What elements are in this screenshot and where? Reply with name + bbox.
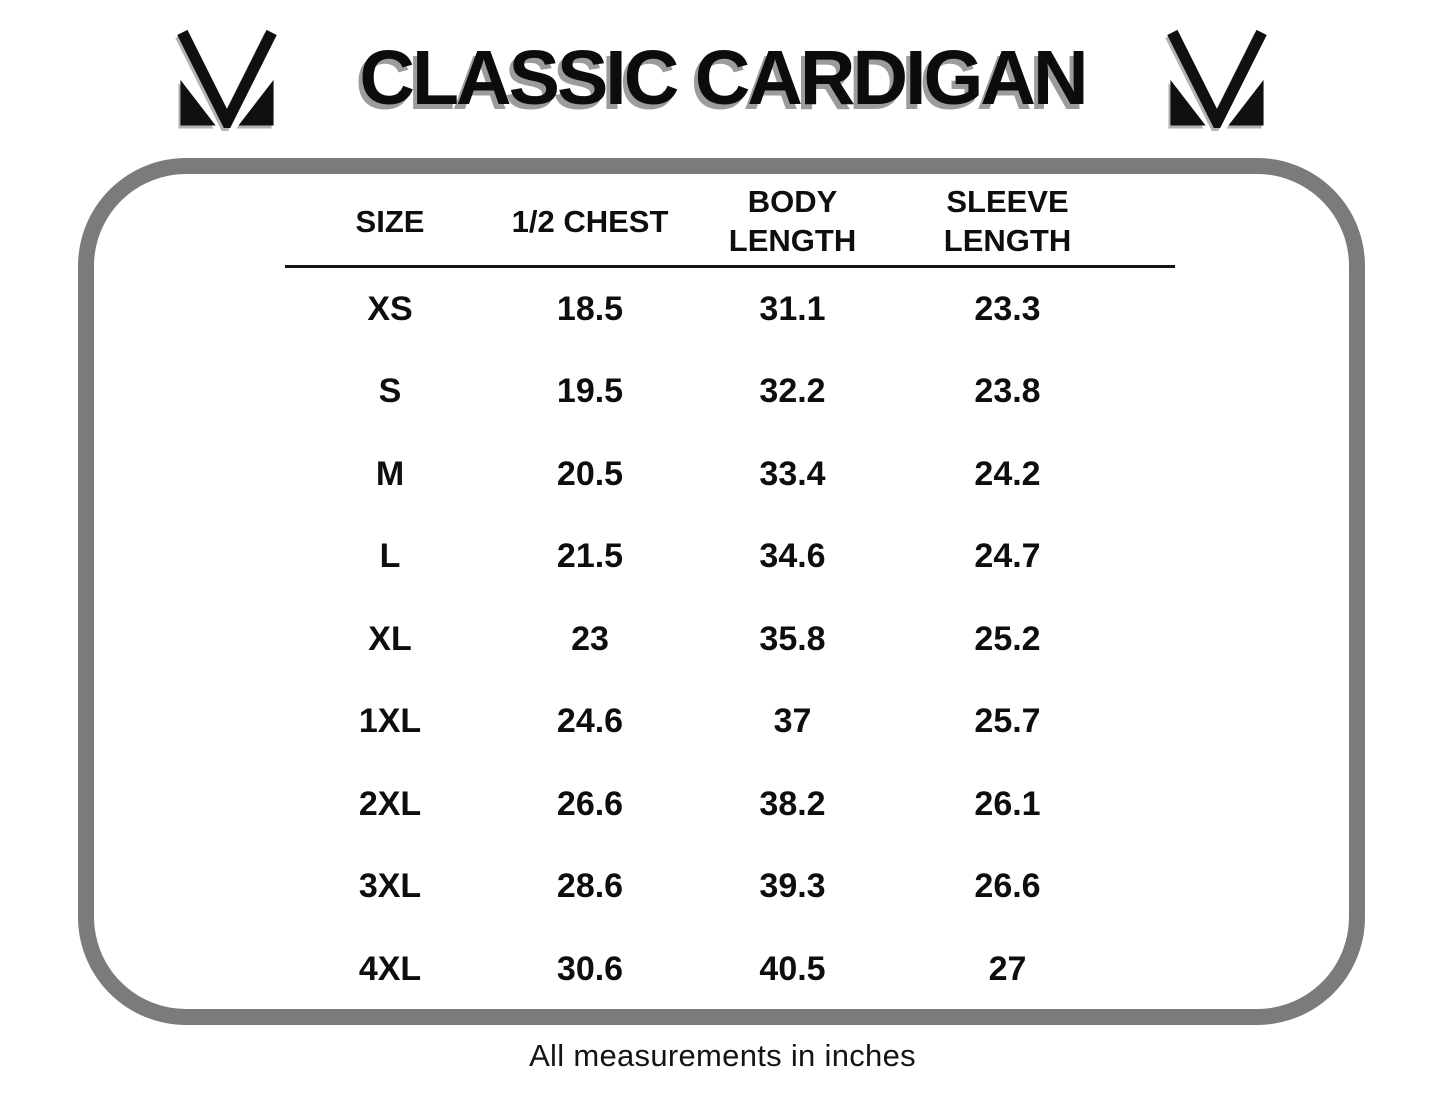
size-cell: XL <box>368 619 412 658</box>
half-chest-cell: 19.5 <box>556 372 624 411</box>
sleeve-length-cell: 27 <box>988 949 1027 988</box>
size-cell: 2XL <box>358 784 422 823</box>
body-length-cell: 31.1 <box>759 289 826 328</box>
half-chest-cell: 24.6 <box>556 702 624 741</box>
header-divider <box>285 265 1175 268</box>
half-chest-cell: 23 <box>571 619 609 658</box>
body-length-cell: 37 <box>773 702 812 741</box>
body-length-cell: 32.2 <box>759 372 826 411</box>
sleeve-length-cell: 25.2 <box>974 619 1041 658</box>
table-row: M 20.5 33.4 24.2 <box>285 433 1115 516</box>
size-cell: XS <box>367 289 413 328</box>
size-cell: 4XL <box>358 949 422 988</box>
size-cell: 3XL <box>358 867 422 906</box>
column-header-half-chest: 1/2 CHEST <box>511 203 669 239</box>
table-row: 4XL 30.6 40.5 27 <box>285 928 1115 1011</box>
measurement-note: All measurements in inches <box>529 1038 916 1073</box>
sleeve-length-cell: 24.7 <box>974 537 1041 576</box>
half-chest-cell: 20.5 <box>556 454 624 493</box>
half-chest-cell: 30.6 <box>556 949 624 988</box>
m-monogram-icon <box>177 29 277 128</box>
column-header-sleeve-length: SLEEVE LENGTH <box>943 184 1072 258</box>
size-chart-frame <box>78 158 1365 1025</box>
sleeve-length-cell: 26.6 <box>974 867 1041 906</box>
half-chest-cell: 21.5 <box>556 537 624 576</box>
table-header-row: SIZE 1/2 CHEST BODY LENGTH SLEEVE LENGTH <box>285 180 1115 264</box>
sleeve-length-cell: 26.1 <box>974 784 1041 823</box>
body-length-cell: 39.3 <box>759 867 826 906</box>
table-row: L 21.5 34.6 24.7 <box>285 516 1115 599</box>
column-header-size: SIZE <box>355 203 425 239</box>
table-row: 2XL 26.6 38.2 26.1 <box>285 763 1115 846</box>
sleeve-length-cell: 24.2 <box>974 454 1041 493</box>
half-chest-cell: 18.5 <box>556 289 624 328</box>
size-cell: 1XL <box>358 702 422 741</box>
sleeve-length-cell: 23.3 <box>974 289 1041 328</box>
body-length-cell: 35.8 <box>759 619 826 658</box>
table-row: 1XL 24.6 37 25.7 <box>285 681 1115 764</box>
size-cell: S <box>378 372 402 411</box>
sleeve-length-cell: 25.7 <box>974 702 1041 741</box>
body-length-cell: 40.5 <box>759 949 826 988</box>
size-cell: M <box>375 454 405 493</box>
table-row: XL 23 35.8 25.2 <box>285 598 1115 681</box>
table-row: S 19.5 32.2 23.8 <box>285 351 1115 434</box>
m-monogram-icon <box>1167 29 1267 128</box>
body-length-cell: 33.4 <box>759 454 826 493</box>
table-row: XS 18.5 31.1 23.3 <box>285 268 1115 351</box>
half-chest-cell: 26.6 <box>556 784 624 823</box>
size-cell: L <box>379 537 401 576</box>
table-row: 3XL 28.6 39.3 26.6 <box>285 846 1115 929</box>
half-chest-cell: 28.6 <box>556 867 624 906</box>
sleeve-length-cell: 23.8 <box>974 372 1041 411</box>
column-header-body-length: BODY LENGTH <box>728 184 857 258</box>
table-body: XS 18.5 31.1 23.3 S 19.5 32.2 23.8 M 20.… <box>285 268 1115 1011</box>
page-title: CLASSIC CARDIGAN <box>359 35 1088 121</box>
body-length-cell: 38.2 <box>759 784 826 823</box>
body-length-cell: 34.6 <box>759 537 826 576</box>
